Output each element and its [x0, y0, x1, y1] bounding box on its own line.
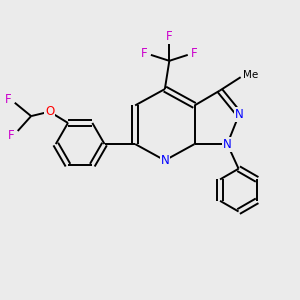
Text: F: F [141, 47, 148, 60]
Text: O: O [45, 105, 54, 118]
Text: F: F [5, 93, 11, 106]
Text: N: N [160, 154, 169, 167]
Text: Me: Me [243, 70, 259, 80]
Text: N: N [223, 138, 232, 151]
Text: F: F [166, 30, 172, 43]
Text: F: F [191, 47, 198, 60]
Text: F: F [8, 129, 14, 142]
Text: N: N [235, 108, 244, 121]
